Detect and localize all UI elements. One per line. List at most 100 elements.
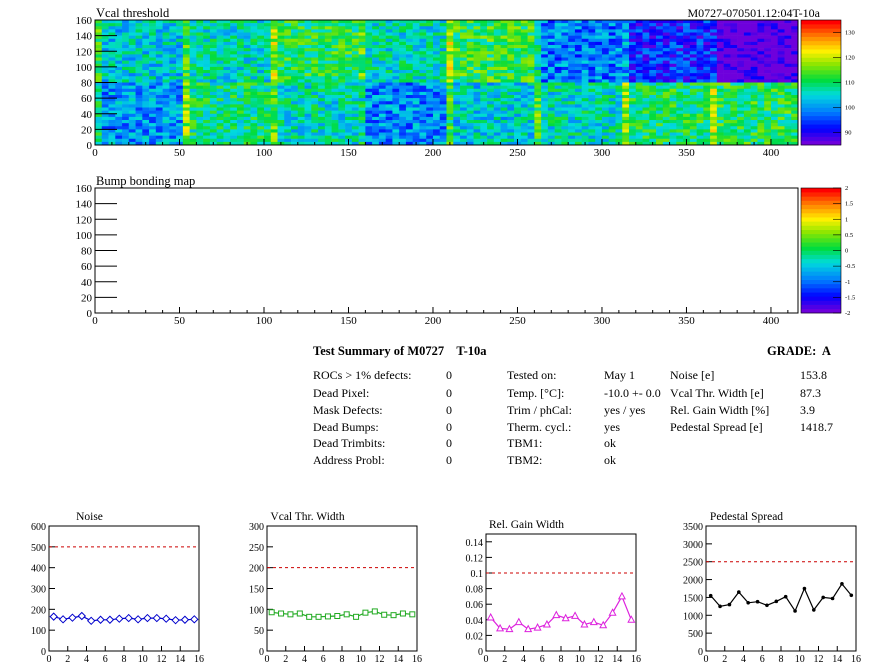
heatmap-cell — [135, 135, 143, 140]
heatmap-cell — [520, 110, 528, 115]
heatmap-cell — [162, 32, 170, 36]
heatmap-cell — [385, 32, 393, 36]
heatmap-cell — [223, 120, 231, 124]
heatmap-cell — [534, 29, 542, 33]
heatmap-cell — [155, 116, 163, 121]
heatmap-cell — [473, 38, 481, 43]
heatmap-cell — [338, 113, 346, 118]
heatmap-cell — [277, 73, 285, 77]
heatmap-cell — [723, 41, 731, 46]
heatmap-cell — [568, 29, 576, 33]
heatmap-cell — [480, 85, 488, 90]
heatmap-cell — [608, 23, 616, 27]
heatmap-cell — [439, 126, 447, 130]
heatmap-cell — [615, 20, 623, 24]
heatmap-cell — [520, 104, 528, 108]
heatmap-cell — [162, 23, 170, 27]
heatmap-cell — [236, 95, 245, 99]
heatmap-cell — [466, 73, 474, 77]
heatmap-cell — [223, 73, 231, 77]
heatmap-cell — [351, 32, 359, 36]
heatmap-cell — [122, 51, 130, 55]
heatmap-cell — [743, 73, 751, 77]
heatmap-cell — [95, 110, 103, 115]
heatmap-cell — [189, 132, 197, 136]
heatmap-cell — [358, 57, 366, 61]
heatmap-cell — [453, 63, 461, 68]
heatmap-cell — [777, 66, 785, 71]
heatmap-cell — [101, 101, 109, 105]
heatmap-cell — [770, 107, 779, 111]
heatmap-cell — [473, 76, 481, 80]
heatmap-cell — [426, 60, 434, 65]
heatmap-cell — [629, 54, 637, 58]
heatmap-cell — [365, 82, 373, 86]
heatmap-cell — [608, 113, 616, 118]
heatmap-cell — [601, 73, 610, 77]
heatmap-cell — [710, 120, 718, 124]
heatmap-cell — [656, 48, 664, 52]
heatmap-cell — [311, 85, 319, 90]
heatmap-cell — [263, 138, 272, 143]
heatmap-cell — [405, 101, 413, 105]
heatmap-cell — [162, 113, 170, 118]
heatmap-cell — [149, 85, 157, 90]
heatmap-cell — [345, 23, 353, 27]
heatmap-cell — [676, 110, 684, 115]
heatmap-cell — [203, 123, 211, 127]
heatmap-cell — [493, 123, 501, 127]
heatmap-cell — [250, 85, 258, 90]
heatmap-cell — [432, 135, 441, 140]
heatmap-cell — [250, 132, 258, 136]
heatmap-cell — [791, 76, 799, 80]
heatmap-cell — [676, 32, 684, 36]
heatmap-cell — [263, 41, 272, 46]
heatmap-cell — [338, 32, 346, 36]
heatmap-cell — [581, 110, 589, 115]
heatmap-cell — [284, 38, 292, 43]
heatmap-cell — [642, 98, 650, 102]
heatmap-cell — [487, 45, 495, 49]
heatmap-cell — [581, 104, 589, 108]
heatmap-cell — [669, 66, 677, 71]
heatmap-cell — [385, 113, 393, 118]
heatmap-cell — [230, 57, 238, 61]
heatmap-cell — [95, 85, 103, 90]
heatmap-cell — [493, 51, 501, 55]
heatmap-cell — [554, 79, 562, 83]
heatmap-cell — [419, 101, 427, 105]
heatmap-cell — [784, 95, 792, 99]
heatmap-cell — [162, 48, 170, 52]
heatmap-cell — [750, 23, 758, 27]
heatmap-cell — [216, 79, 224, 83]
heatmap-cell — [696, 85, 704, 90]
heatmap-cell — [743, 35, 751, 40]
heatmap-cell — [378, 48, 386, 52]
heatmap-cell — [257, 29, 265, 33]
heatmap-cell — [176, 23, 184, 27]
heatmap-cell — [601, 135, 610, 140]
heatmap-cell — [696, 116, 704, 121]
heatmap-cell — [122, 57, 130, 61]
heatmap-cell — [608, 132, 616, 136]
heatmap-cell — [142, 76, 150, 80]
colorbar-tick-label: 130 — [845, 30, 855, 37]
heatmap-cell — [642, 120, 650, 124]
heatmap-cell — [182, 73, 190, 77]
heatmap-cell — [669, 138, 677, 143]
heatmap-cell — [270, 70, 278, 74]
heatmap-cell — [710, 88, 718, 93]
heatmap-cell — [534, 107, 542, 111]
heatmap-cell — [595, 135, 603, 140]
heatmap-cell — [629, 135, 637, 140]
heatmap-cell — [263, 135, 272, 140]
heatmap-cell — [500, 88, 508, 93]
heatmap-cell — [737, 88, 745, 93]
heatmap-cell — [311, 29, 319, 33]
heatmap-cell — [500, 141, 508, 146]
heatmap-cell — [784, 113, 792, 118]
heatmap-cell — [568, 60, 576, 65]
heatmap-cell — [608, 76, 616, 80]
heatmap-cell — [777, 54, 785, 58]
heatmap-cell — [507, 41, 515, 46]
